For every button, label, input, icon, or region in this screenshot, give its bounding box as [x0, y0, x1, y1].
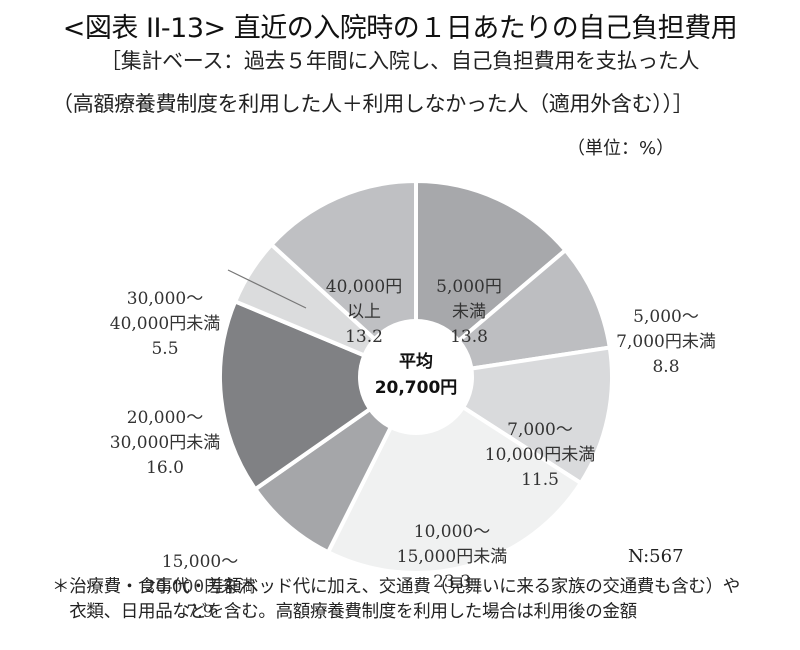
sample-size: N:567	[628, 546, 684, 567]
footnote: ＊治療費・食事代・差額ベッド代に加え、交通費（見舞いに来る家族の交通費も含む）や…	[52, 575, 740, 625]
leader-line-30000-40000	[227, 269, 307, 309]
slice-label-30000-40000: 30,000～ 40,000円未満 5.5	[109, 289, 221, 359]
pie-slice	[218, 298, 421, 492]
footnote-line2: 衣類、日用品などを含む。高額療養費制度を利用した場合は利用後の金額	[52, 602, 637, 622]
slice-label-under-5000: 5,000円 未満 13.8	[436, 277, 502, 347]
pie-slice	[325, 374, 584, 575]
slice-label-10000-15000: 10,000～ 15,000円未満 23.3	[396, 522, 508, 592]
unit-label: （単位：%）	[567, 138, 675, 159]
slice-label-7000-10000: 7,000～ 10,000円未満 11.5	[484, 420, 596, 490]
donut-hole	[358, 319, 474, 435]
slice-label-5000-7000: 5,000～ 7,000円未満 8.8	[616, 307, 716, 377]
chart-title: <図表 II-13> 直近の入院時の１日あたりの自己負担費用	[62, 13, 738, 44]
chart-subtitle-line2: （高額療養費制度を利用した人＋利用しなかった人（適用外含む））］	[52, 92, 694, 116]
pie-slice	[268, 178, 418, 382]
footnote-line1: ＊治療費・食事代・差額ベッド代に加え、交通費（見舞いに来る家族の交通費も含む）や	[52, 577, 740, 597]
chart-subtitle-line1: ［集計ベース：過去５年間に入院し、自己負担費用を支払った人	[100, 49, 700, 73]
average-label: 平均 20,700円	[356, 349, 476, 401]
average-value: 20,700円	[374, 378, 458, 398]
average-title: 平均	[399, 352, 433, 372]
slice-label-15000-20000: 15,000～ 20,000円未満 7.9	[144, 552, 256, 622]
slice-label-20000-30000: 20,000～ 30,000円未満 16.0	[109, 408, 221, 478]
donut-chart	[218, 178, 612, 575]
slice-label-40000-plus: 40,000円 以上 13.2	[325, 277, 403, 347]
pie-slice	[414, 178, 569, 382]
